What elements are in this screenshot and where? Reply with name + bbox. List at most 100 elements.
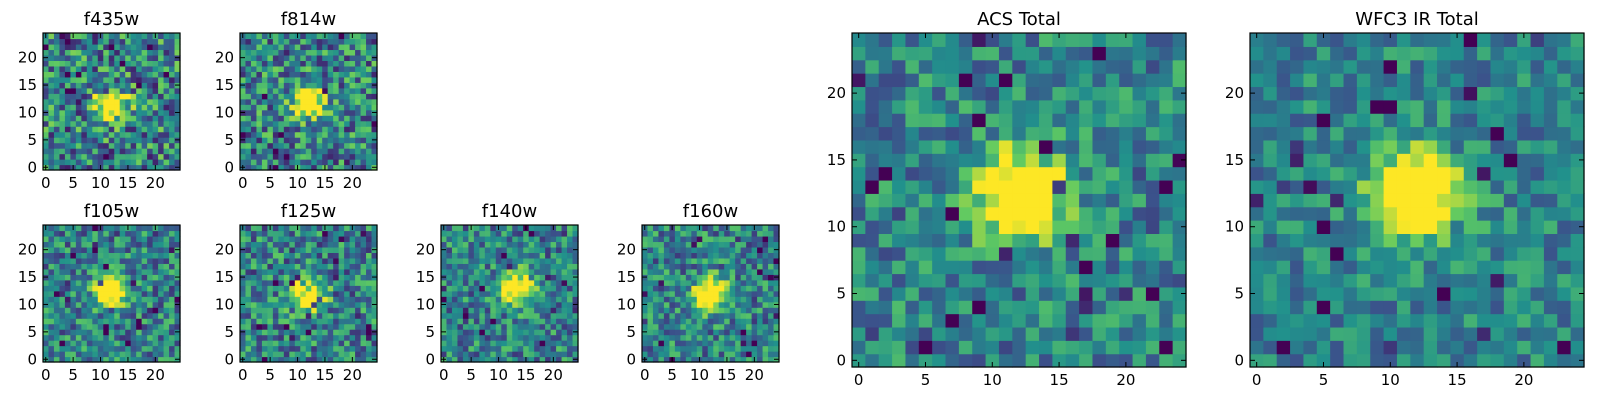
heatmap-cell [484, 263, 491, 270]
heatmap-cell [371, 268, 378, 275]
heatmap-cell [316, 318, 323, 325]
heatmap-cell [691, 351, 698, 358]
heatmap-cell [344, 334, 351, 341]
heatmap-cell [261, 115, 268, 122]
heatmap-cell [680, 356, 687, 363]
heatmap-cell [972, 179, 987, 194]
heatmap-cell [59, 54, 66, 61]
heatmap-cell [338, 87, 345, 94]
heatmap-cell [1396, 300, 1411, 315]
heatmap-cell [740, 290, 747, 297]
heatmap-cell [998, 59, 1013, 74]
heatmap-cell [250, 329, 258, 336]
heatmap-cell [751, 274, 758, 281]
heatmap-cell [691, 329, 698, 336]
heatmap-cell [322, 131, 329, 138]
heatmap-cell [305, 137, 312, 144]
heatmap-cell [1276, 300, 1291, 315]
heatmap-cell [48, 164, 55, 171]
heatmap-cell [136, 257, 143, 264]
heatmap-cell [757, 356, 764, 363]
heatmap-cell [561, 252, 568, 259]
heatmap-cell [283, 279, 290, 286]
heatmap-cell [59, 279, 66, 286]
heatmap-cell [1477, 273, 1492, 288]
heatmap-cell [97, 38, 104, 45]
heatmap-cell [918, 273, 933, 288]
heatmap-cell [740, 351, 747, 358]
heatmap-cell [59, 115, 66, 122]
heatmap-cell [468, 274, 475, 281]
heatmap-cell [451, 241, 459, 248]
heatmap-cell [322, 153, 329, 160]
heatmap-cell [958, 286, 973, 301]
heatmap-cell [338, 148, 345, 155]
heatmap-cell [289, 87, 296, 94]
heatmap-cell [305, 285, 312, 292]
heatmap-cell [451, 279, 459, 286]
heatmap-cell [479, 235, 486, 243]
heatmap-cell [669, 329, 676, 336]
heatmap-cell [528, 329, 535, 336]
heatmap-cell [327, 263, 334, 270]
heatmap-cell [141, 268, 148, 275]
heatmap-cell [250, 60, 258, 67]
heatmap-cell [972, 353, 987, 368]
heatmap-cell [572, 312, 579, 319]
heatmap-cell [75, 345, 82, 352]
heatmap-cell [1530, 300, 1545, 315]
heatmap-cell [97, 104, 104, 111]
heatmap-cell [360, 54, 367, 61]
heatmap-cell [1263, 166, 1278, 181]
heatmap-cell [48, 323, 55, 330]
heatmap-cell [1517, 206, 1532, 221]
heatmap-cell [878, 353, 893, 368]
heatmap-cell [311, 38, 318, 45]
heatmap-cell [1012, 113, 1027, 128]
heatmap-cell [338, 76, 345, 83]
heatmap-cell [250, 54, 258, 61]
heatmap-cell [1517, 353, 1532, 368]
heatmap-cell [724, 268, 731, 275]
heatmap-cell [501, 356, 508, 363]
heatmap-cell [451, 340, 459, 347]
heatmap-cell [572, 334, 579, 341]
heatmap-cell [141, 263, 148, 270]
heatmap-cell [462, 329, 469, 336]
heatmap-cell [97, 263, 104, 270]
heatmap-cell [1052, 153, 1067, 168]
heatmap-cell [119, 334, 126, 341]
heatmap-cell [355, 318, 362, 325]
heatmap-cell [141, 334, 148, 341]
heatmap-cell [294, 345, 301, 352]
heatmap-cell [267, 290, 274, 297]
heatmap-cell [327, 307, 334, 314]
heatmap-cell [355, 109, 362, 116]
heatmap-cell [322, 241, 329, 248]
heatmap-cell [1477, 220, 1492, 234]
heatmap-cell [751, 340, 758, 347]
heatmap-cell [250, 115, 258, 122]
heatmap-cell [878, 73, 893, 88]
heatmap-cell [305, 38, 312, 45]
heatmap-cell [147, 115, 154, 122]
heatmap-cell [457, 225, 464, 232]
heatmap-cell [1039, 313, 1053, 328]
heatmap-cell [245, 345, 252, 352]
y-tick-label: 10 [827, 218, 846, 236]
heatmap-cell [70, 329, 77, 336]
heatmap-cell [53, 230, 61, 237]
heatmap-cell [724, 290, 731, 297]
heatmap-cell [1052, 286, 1067, 301]
heatmap-cell [457, 279, 464, 286]
heatmap-cell [366, 274, 373, 281]
heatmap-cell [158, 98, 165, 105]
heatmap-cell [746, 235, 753, 243]
heatmap-cell [746, 334, 753, 341]
heatmap-cell [59, 318, 66, 325]
heatmap-cell [278, 252, 285, 259]
heatmap-cell [972, 313, 987, 328]
heatmap-cell [735, 235, 742, 243]
heatmap-cell [972, 246, 987, 261]
heatmap-cell [561, 290, 568, 297]
